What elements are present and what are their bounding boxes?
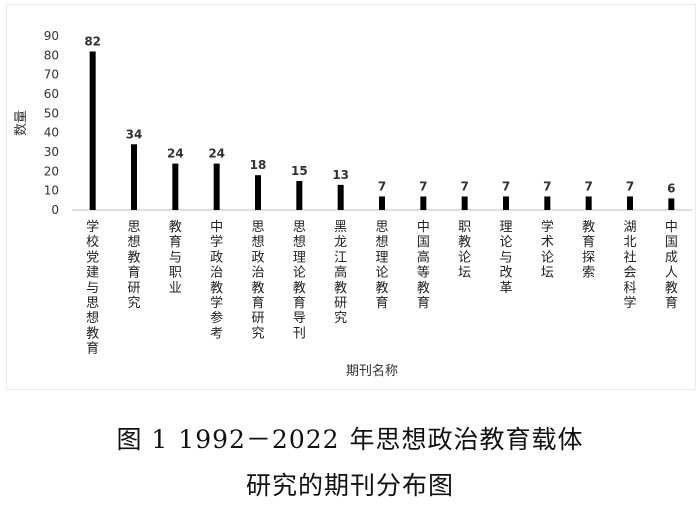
data-label: 34 bbox=[126, 127, 143, 141]
figure-caption-line-2: 研究的期刊分布图 bbox=[245, 471, 454, 500]
data-label: 7 bbox=[502, 179, 510, 193]
y-tick-label: 0 bbox=[51, 203, 59, 217]
data-label: 24 bbox=[167, 147, 184, 161]
data-label: 24 bbox=[208, 147, 225, 161]
data-label: 7 bbox=[419, 179, 427, 193]
bar bbox=[585, 196, 592, 210]
x-tick-label: 思想教育研究 bbox=[127, 220, 140, 311]
x-tick-label: 思想政治教育研究 bbox=[251, 220, 264, 341]
data-label: 18 bbox=[250, 158, 267, 172]
figure-label: 图 1 bbox=[116, 425, 169, 454]
bar bbox=[627, 196, 633, 210]
data-label: 15 bbox=[291, 164, 308, 178]
data-label: 82 bbox=[84, 34, 101, 48]
y-tick-label: 10 bbox=[44, 184, 59, 198]
bar bbox=[296, 181, 303, 210]
bar bbox=[461, 196, 468, 210]
x-tick-label: 中学政治教学参考 bbox=[210, 220, 223, 341]
bar-chart: 0 10 20 30 40 50 60 70 80 90 数量 82 学校党建与思想教育 34 思想教育研究… bbox=[14, 29, 692, 379]
x-tick-label: 职教论坛 bbox=[458, 220, 471, 281]
y-tick-label: 70 bbox=[44, 68, 59, 82]
y-tick-label: 30 bbox=[44, 145, 59, 159]
data-label: 7 bbox=[584, 179, 592, 193]
x-tick-label: 教育与职业 bbox=[169, 219, 182, 296]
x-tick-label: 学术论坛 bbox=[541, 219, 554, 281]
figure-caption-line-1: 图 1 1992－2022 年思想政治教育载体 bbox=[0, 420, 700, 456]
bar bbox=[503, 196, 509, 210]
y-tick-label: 90 bbox=[44, 29, 59, 43]
bar bbox=[379, 196, 385, 210]
bar bbox=[668, 198, 675, 210]
caption-title-part-1: 年思想政治教育载体 bbox=[349, 425, 584, 454]
bar bbox=[544, 196, 551, 210]
y-tick-label: 20 bbox=[44, 164, 59, 178]
bar bbox=[420, 196, 427, 210]
chart-frame: 0 10 20 30 40 50 60 70 80 90 数量 82 学校党建与思想教育 34 思想教育研究… bbox=[6, 4, 696, 390]
x-tick-label: 学校党建与思想教育 bbox=[86, 219, 99, 357]
data-label: 7 bbox=[378, 179, 386, 193]
x-tick-label: 中国高等教育 bbox=[417, 220, 430, 311]
bar bbox=[172, 163, 179, 210]
data-label: 13 bbox=[332, 168, 349, 182]
data-label: 6 bbox=[667, 181, 675, 195]
bar bbox=[131, 144, 137, 210]
x-axis-label: 期刊名称 bbox=[346, 363, 398, 379]
bar bbox=[337, 184, 344, 210]
bar bbox=[213, 163, 220, 210]
x-tick-label: 中国成人教育 bbox=[665, 220, 678, 311]
y-axis-label: 数量 bbox=[14, 110, 29, 136]
data-label: 7 bbox=[626, 179, 634, 193]
x-tick-label: 思想理论教育 bbox=[375, 220, 388, 311]
x-tick-label: 湖北社会科学 bbox=[623, 220, 636, 311]
x-tick-label: 教育探索 bbox=[582, 219, 595, 281]
x-tick-label: 理论与改革 bbox=[499, 220, 512, 296]
data-label: 7 bbox=[543, 179, 551, 193]
caption-years: 1992－2022 bbox=[178, 425, 340, 454]
y-tick-label: 80 bbox=[44, 48, 59, 62]
x-tick-label: 黑龙江高教研究 bbox=[334, 220, 347, 326]
bar bbox=[255, 175, 261, 210]
y-tick-label: 40 bbox=[44, 126, 59, 140]
x-tick-label: 思想理论教育导刊 bbox=[293, 220, 306, 341]
y-tick-label: 50 bbox=[44, 106, 59, 120]
bar bbox=[89, 51, 96, 210]
data-label: 7 bbox=[460, 179, 468, 193]
y-tick-label: 60 bbox=[44, 87, 59, 101]
